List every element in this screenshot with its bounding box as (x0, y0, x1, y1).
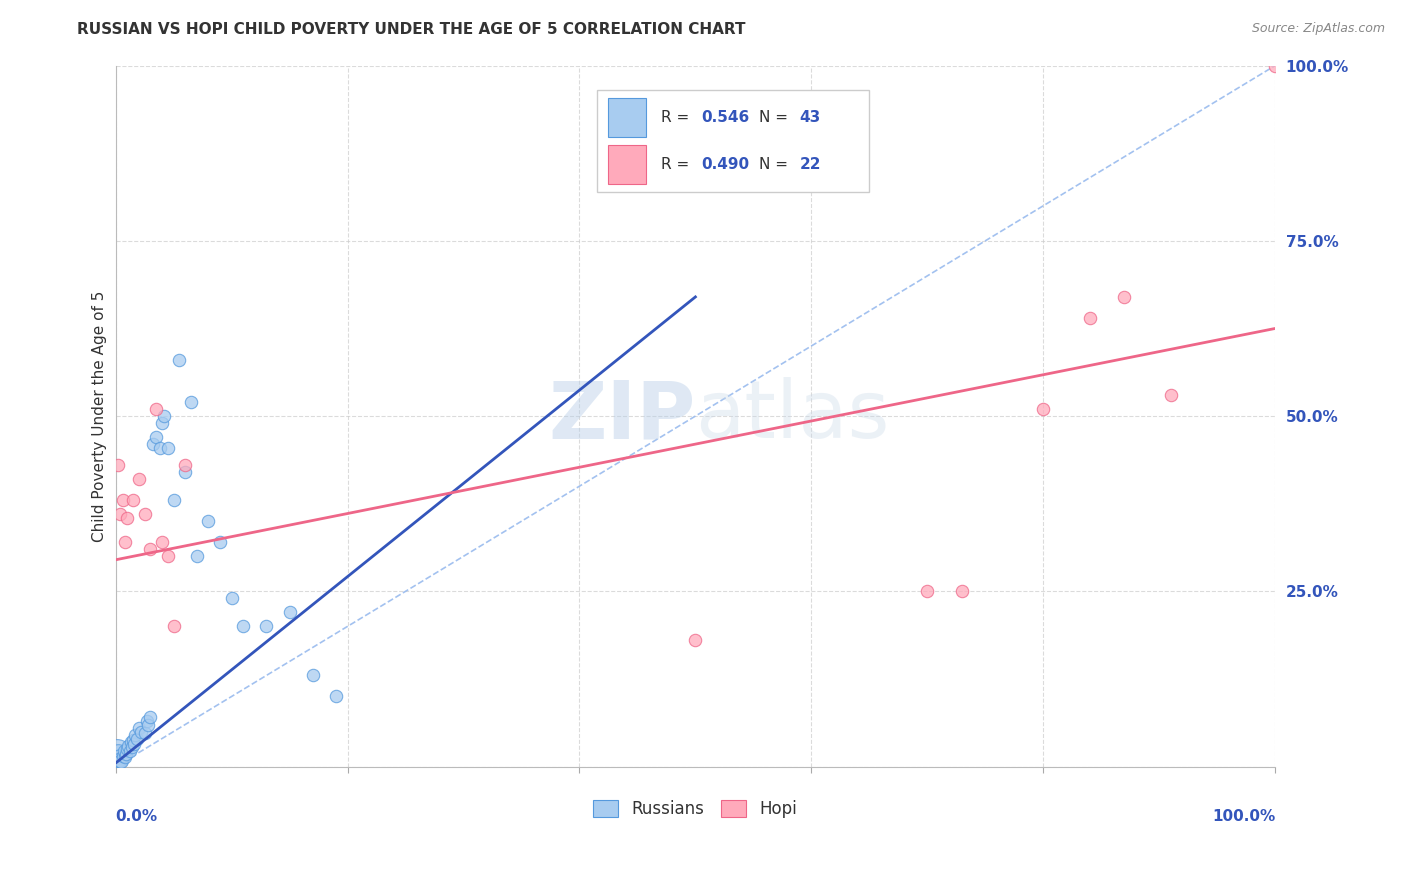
Point (125, 731, 148, 746)
Point (105, 746, 128, 760)
Point (325, 690, 347, 704)
Point (110, 754, 132, 768)
Y-axis label: Child Poverty Under the Age of 5: Child Poverty Under the Age of 5 (93, 291, 107, 541)
Point (114, 535, 136, 549)
Text: atlas: atlas (696, 377, 890, 455)
Text: 22: 22 (800, 157, 821, 172)
Point (149, 441, 172, 455)
Point (107, 747, 129, 761)
Point (117, 742, 139, 756)
Point (156, 441, 179, 455)
Point (136, 714, 159, 728)
Point (136, 717, 159, 731)
Text: R =: R = (661, 157, 693, 172)
Text: ZIP: ZIP (548, 377, 696, 455)
Point (150, 416, 173, 430)
Point (950, 584, 973, 599)
Point (150, 535, 173, 549)
Point (1114, 290, 1136, 304)
Point (186, 549, 208, 564)
Text: 100.0%: 100.0% (1212, 809, 1275, 823)
Point (174, 465, 197, 479)
Point (1264, 59, 1286, 73)
Point (278, 605, 301, 619)
Point (254, 619, 277, 633)
Point (139, 710, 162, 724)
Point (128, 721, 150, 735)
Point (162, 493, 184, 508)
Point (129, 724, 152, 739)
Point (120, 735, 142, 749)
Point (197, 514, 219, 528)
FancyBboxPatch shape (609, 98, 645, 136)
Point (142, 437, 165, 451)
Point (162, 619, 184, 633)
Point (174, 458, 197, 472)
Point (110, 753, 132, 767)
Point (1160, 388, 1182, 402)
Point (122, 733, 145, 747)
Point (112, 744, 135, 758)
Point (122, 493, 145, 508)
Text: 0.490: 0.490 (702, 157, 749, 172)
Point (117, 739, 139, 753)
Point (1078, 310, 1101, 325)
Point (232, 619, 254, 633)
Point (221, 591, 243, 606)
Point (115, 747, 138, 761)
Point (139, 542, 162, 557)
Point (145, 402, 167, 417)
Point (114, 749, 136, 764)
Point (134, 507, 156, 521)
FancyBboxPatch shape (609, 145, 645, 184)
Point (122, 737, 145, 751)
Point (117, 510, 139, 524)
Point (108, 751, 131, 765)
Point (301, 668, 323, 682)
Point (169, 353, 191, 368)
Text: 0.0%: 0.0% (115, 809, 157, 823)
Point (917, 584, 939, 599)
Point (685, 633, 707, 648)
Point (118, 744, 141, 758)
Point (107, 458, 129, 472)
Point (124, 728, 146, 742)
Text: N =: N = (759, 110, 793, 125)
Text: RUSSIAN VS HOPI CHILD POVERTY UNDER THE AGE OF 5 CORRELATION CHART: RUSSIAN VS HOPI CHILD POVERTY UNDER THE … (77, 22, 745, 37)
Point (1032, 402, 1054, 417)
Legend: Russians, Hopi: Russians, Hopi (586, 793, 804, 825)
Point (153, 409, 176, 423)
Text: N =: N = (759, 157, 793, 172)
Point (110, 507, 132, 521)
Point (156, 549, 179, 564)
Point (111, 493, 134, 508)
Point (145, 430, 167, 444)
Point (180, 395, 202, 409)
Point (134, 726, 156, 740)
Point (208, 535, 231, 549)
Point (128, 472, 150, 486)
Point (121, 739, 143, 754)
Text: R =: R = (661, 110, 693, 125)
Text: 43: 43 (800, 110, 821, 125)
Text: 0.546: 0.546 (702, 110, 749, 125)
Text: Source: ZipAtlas.com: Source: ZipAtlas.com (1251, 22, 1385, 36)
Point (111, 749, 134, 764)
FancyBboxPatch shape (598, 90, 869, 192)
